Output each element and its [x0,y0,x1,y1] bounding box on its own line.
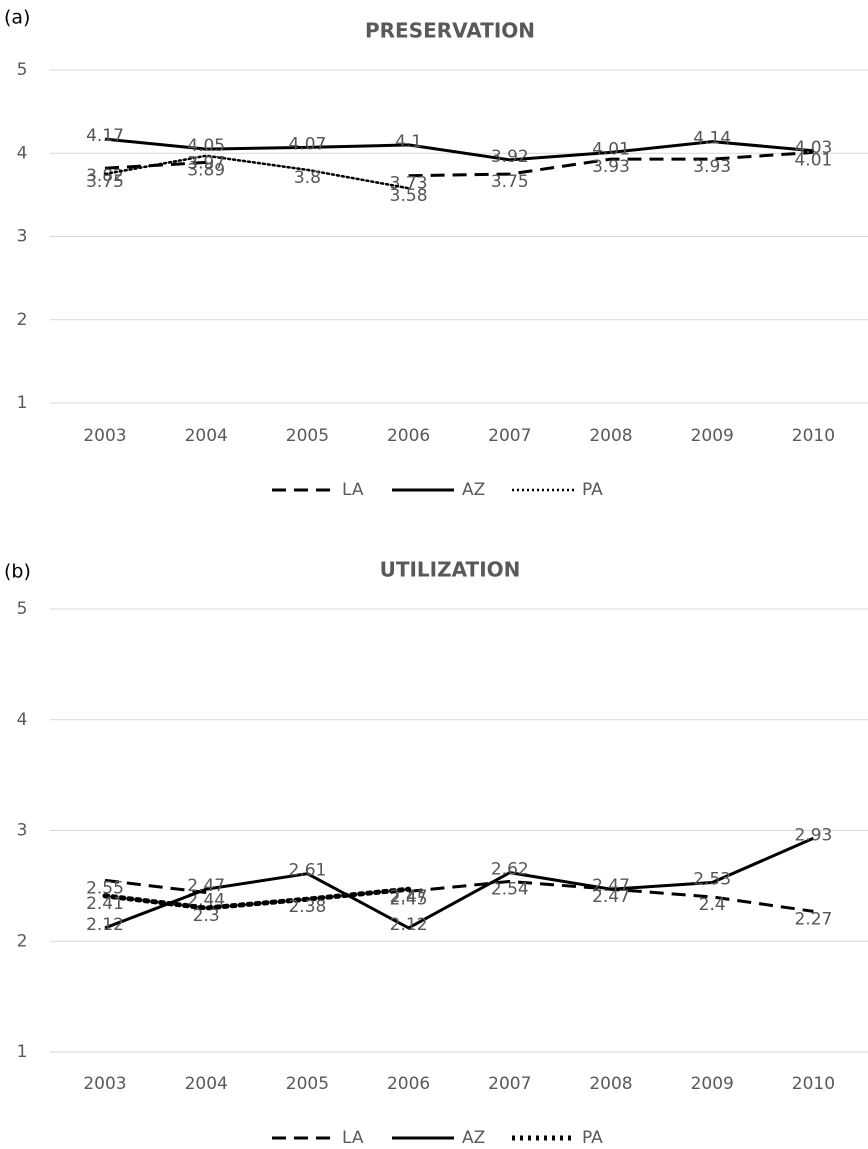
value-label: 3.93 [693,157,731,177]
value-label: 2.53 [693,870,731,890]
value-label: 2.54 [491,879,529,899]
value-label: 2.47 [390,887,428,907]
legend-label: PA [582,480,603,500]
x-tick-label: 2004 [185,1074,228,1094]
y-tick-label: 5 [17,60,28,80]
value-label: 4.07 [288,134,326,154]
value-label: 3.58 [390,186,428,206]
value-label: 4.17 [86,126,124,146]
legend-label: AZ [462,480,485,500]
value-label: 2.12 [390,915,428,935]
y-tick-label: 5 [17,599,28,619]
value-label: 2.27 [794,909,832,929]
value-label: 3.73 [390,174,428,194]
y-tick-label: 2 [17,931,28,951]
x-tick-label: 2009 [691,1074,734,1094]
legend-label: LA [342,1128,364,1148]
value-label: 3.89 [187,160,225,180]
value-label: 2.3 [193,906,220,926]
value-label: 3.75 [86,172,124,192]
y-tick-label: 3 [17,227,28,247]
chart-title: PRESERVATION [365,19,535,43]
value-label: 2.41 [86,894,124,914]
value-label: 4.01 [794,150,832,170]
value-label: 3.92 [491,147,529,167]
x-tick-label: 2007 [488,1074,531,1094]
value-label: 2.12 [86,915,124,935]
x-tick-label: 2008 [589,426,632,446]
value-label: 3.97 [187,154,225,174]
panel-label: (a) [4,7,30,29]
value-label: 2.62 [491,860,529,880]
value-label: 2.47 [592,887,630,907]
value-label: 4.14 [693,129,731,149]
value-label: 2.47 [187,876,225,896]
series-line [103,154,410,190]
value-label: 4.05 [187,136,225,156]
value-label: 2.45 [390,889,428,909]
x-tick-label: 2007 [488,426,531,446]
y-tick-label: 2 [17,310,28,330]
panel-label: (b) [4,561,31,583]
value-label: 2.38 [288,897,326,917]
value-label: 3.93 [592,157,630,177]
value-label: 4.1 [395,132,422,152]
x-tick-label: 2006 [387,1074,430,1094]
value-label: 2.55 [86,878,124,898]
value-label: 2.61 [288,861,326,881]
x-tick-label: 2003 [83,426,126,446]
x-tick-label: 2005 [286,426,329,446]
x-tick-label: 2008 [589,1074,632,1094]
y-tick-label: 3 [17,821,28,841]
value-label: 4.01 [592,139,630,159]
value-label: 2.4 [699,895,726,915]
value-label: 3.75 [491,172,529,192]
y-tick-label: 4 [17,143,28,163]
chart-title: UTILIZATION [380,558,521,582]
legend-label: AZ [462,1128,485,1148]
x-tick-label: 2006 [387,426,430,446]
legend-label: PA [582,1128,603,1148]
x-tick-label: 2009 [691,426,734,446]
y-tick-label: 1 [17,393,28,413]
value-label: 3.8 [294,168,321,188]
x-tick-label: 2010 [792,1074,835,1094]
series-line [102,886,412,911]
y-tick-label: 4 [17,710,28,730]
y-tick-label: 1 [17,1042,28,1062]
value-label: 4.03 [794,138,832,158]
series-line [104,137,814,162]
x-tick-label: 2010 [792,426,835,446]
x-tick-label: 2003 [83,1074,126,1094]
legend-label: LA [342,480,364,500]
value-label: 2.47 [592,876,630,896]
value-label: 2.93 [794,825,832,845]
series-line [104,836,815,930]
x-tick-label: 2005 [286,1074,329,1094]
x-tick-label: 2004 [185,426,228,446]
